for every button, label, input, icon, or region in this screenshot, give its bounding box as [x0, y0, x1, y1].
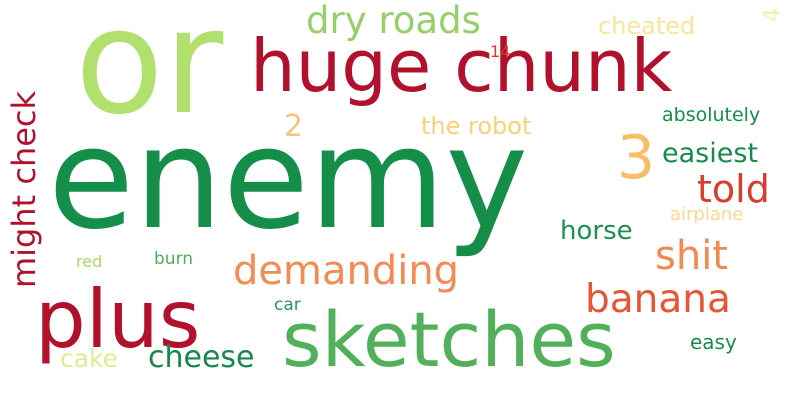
word-sketches: sketches	[282, 295, 616, 384]
word-red: red	[76, 252, 103, 271]
word-or: or	[75, 0, 224, 147]
word-easy: easy	[690, 330, 737, 354]
word-4: 4	[760, 8, 785, 22]
word-plus: plus	[35, 273, 201, 366]
word-car: car	[274, 295, 301, 315]
word-cake: cake	[60, 344, 119, 373]
word-cheese: cheese	[148, 340, 255, 375]
word-shit: shit	[655, 233, 728, 279]
word-burn: burn	[154, 249, 194, 269]
word-absolutely: absolutely	[662, 104, 761, 126]
word-demanding: demanding	[233, 248, 460, 294]
word-huge-chunk: huge chunk	[250, 24, 673, 108]
word-might-check: might check	[5, 90, 43, 288]
word-the-robot: the robot	[421, 112, 532, 140]
word-airplane: airplane	[670, 204, 744, 225]
word-2: 2	[284, 109, 304, 144]
word-14: 14	[490, 42, 511, 61]
word-told: told	[697, 167, 770, 211]
word-banana: banana	[585, 277, 731, 322]
word-easiest: easiest	[662, 138, 758, 169]
word-enemy: enemy	[48, 98, 529, 261]
word-3: 3	[617, 123, 656, 193]
word-dry-roads: dry roads	[306, 0, 481, 42]
word-horse: horse	[560, 216, 633, 246]
word-cheated: cheated	[598, 12, 696, 40]
